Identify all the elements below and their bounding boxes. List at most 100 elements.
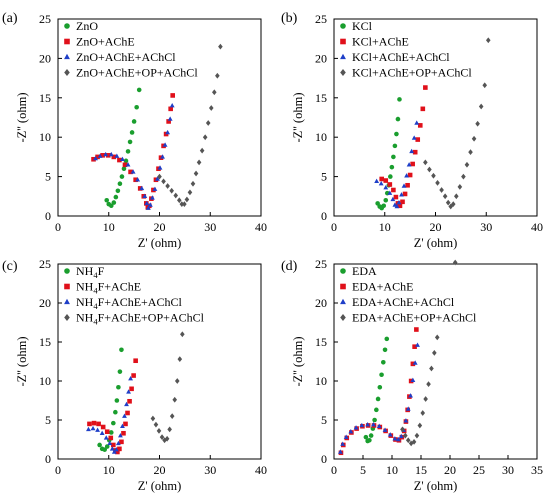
data-point: [124, 401, 129, 407]
data-point: [405, 182, 410, 188]
data-point: [157, 165, 163, 170]
data-point: [180, 331, 185, 338]
data-point: [205, 120, 211, 126]
data-point: [434, 334, 440, 341]
data-point: [113, 446, 119, 452]
data-point: [125, 162, 131, 167]
data-point: [379, 372, 384, 378]
legend-label: EDA: [352, 264, 377, 278]
data-point: [404, 173, 409, 178]
data-point: [405, 406, 411, 411]
data-point: [102, 447, 107, 452]
data-point: [169, 103, 175, 108]
data-point: [387, 182, 393, 187]
data-point: [96, 421, 101, 427]
data-point: [193, 170, 199, 177]
data-point: [170, 93, 175, 98]
data-point: [412, 149, 418, 155]
series-4: [423, 37, 491, 210]
data-point: [423, 85, 428, 90]
chart-panel-3: 0 10 20 30 40 0 5 10 15 20 25 Z' (ohm) -Z'' (ohm) (c)…: [2, 257, 267, 493]
x-tick-label: 30: [204, 463, 216, 477]
data-point: [394, 131, 399, 137]
legend-label: KCl: [352, 19, 373, 33]
legend-marker: [340, 268, 346, 274]
legend-marker: [64, 298, 70, 305]
legend-label: ZnO+AChE: [76, 35, 135, 49]
data-point: [383, 197, 389, 203]
data-point: [160, 154, 165, 159]
data-point: [87, 421, 92, 427]
data-point: [423, 159, 428, 166]
data-point: [415, 137, 421, 142]
data-point: [382, 427, 388, 432]
y-tick-label: 5: [45, 413, 51, 427]
legend-marker: [340, 69, 346, 76]
data-point: [365, 422, 371, 427]
legend-label: KCl+AChE+OP+AChCl: [352, 66, 472, 80]
data-point: [120, 156, 125, 161]
y-tick-label: 10: [39, 374, 51, 388]
data-point: [431, 172, 436, 179]
data-point: [165, 183, 170, 189]
series-2: [87, 358, 138, 455]
data-point: [414, 120, 420, 125]
data-point: [337, 449, 343, 454]
legend-marker: [340, 283, 346, 290]
y-tick-label: 0: [45, 209, 51, 223]
data-point: [91, 156, 96, 162]
data-point: [398, 433, 404, 439]
data-point: [391, 154, 396, 160]
data-point: [164, 435, 170, 442]
data-point: [426, 381, 431, 387]
data-point: [457, 183, 463, 190]
x-axis-label: Z' (ohm): [414, 236, 458, 250]
y-tick-label: 5: [321, 413, 327, 427]
plot-frame: [333, 18, 538, 217]
y-tick-label: 15: [39, 335, 51, 349]
panel-label: (a): [2, 11, 18, 26]
data-point: [104, 197, 110, 203]
x-tick-label: 10: [379, 220, 391, 234]
series-3: [93, 103, 175, 210]
data-point: [108, 203, 114, 209]
data-point: [412, 344, 417, 349]
data-point: [97, 153, 103, 158]
data-point: [387, 432, 393, 437]
legend-marker: [340, 314, 346, 321]
data-point: [119, 439, 124, 445]
y-tick-label: 25: [315, 12, 327, 26]
data-point: [190, 180, 196, 187]
data-point: [119, 347, 124, 353]
data-point: [129, 386, 134, 392]
y-tick-label: 10: [315, 374, 327, 388]
data-point: [117, 157, 122, 163]
y-tick-label: 20: [39, 296, 51, 310]
series-4: [150, 331, 185, 444]
series-3: [374, 120, 420, 209]
data-point: [411, 438, 417, 445]
data-point: [176, 197, 182, 204]
data-point: [401, 183, 407, 188]
y-tick-label: 20: [315, 51, 327, 65]
data-point: [121, 430, 126, 436]
data-point: [388, 174, 393, 179]
legend: NH4FNH4F+AChENH4F+AChE+AChClNH4F+AChE+OP…: [64, 264, 205, 327]
y-axis-label: -Z'' (ohm): [291, 93, 305, 143]
data-point: [409, 148, 415, 154]
y-tick-label: 0: [321, 452, 327, 466]
series-1: [97, 347, 124, 452]
x-tick-label: 20: [444, 463, 456, 477]
data-point: [202, 134, 208, 141]
y-tick-label: 10: [315, 130, 327, 144]
data-point: [97, 442, 102, 448]
data-point: [196, 159, 202, 166]
data-point: [374, 178, 380, 184]
data-point: [111, 420, 116, 426]
y-tick-label: 5: [45, 170, 51, 184]
data-point: [395, 116, 401, 122]
x-tick-label: 0: [55, 220, 61, 234]
data-point: [120, 423, 125, 428]
data-point: [127, 398, 132, 404]
data-point: [407, 172, 413, 178]
